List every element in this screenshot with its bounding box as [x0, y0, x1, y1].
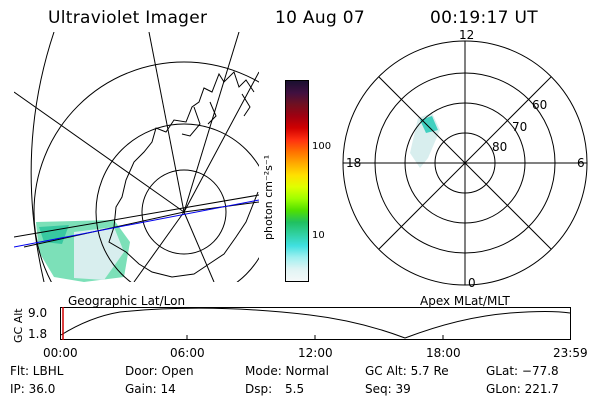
coastline [108, 71, 259, 278]
orbit-track [14, 194, 259, 238]
mode-info: Mode: Normal [245, 364, 329, 378]
mlat-label-60: 60 [532, 98, 548, 112]
colorbar [285, 80, 309, 282]
timeline-xtick-0600: 06:00 [170, 346, 205, 360]
mlat-label-70: 70 [512, 120, 528, 134]
glon-info: GLon: 221.7 [486, 382, 559, 396]
dsp-label: Dsp: [245, 382, 273, 396]
timeline-xtick-1800: 18:00 [426, 346, 461, 360]
glat-info: GLat: −77.8 [486, 364, 559, 378]
timeline-ytick-min: 1.8 [28, 327, 48, 341]
altitude-timeline [60, 307, 571, 340]
gain-info: Gain: 14 [125, 382, 176, 396]
geo-panel-label: Geographic Lat/Lon [68, 294, 186, 308]
polar-plot [342, 40, 588, 286]
svg-text:GC Alt: GC Alt [12, 308, 25, 343]
geo-lat-circle [33, 61, 259, 282]
orbit-track-blue [14, 199, 259, 248]
polar-panel-label: Apex MLat/MLT [420, 294, 510, 308]
mlt-label-12: 12 [459, 28, 475, 42]
observation-time: 00:19:17 UT [430, 8, 538, 28]
geo-lat-circle [95, 123, 259, 282]
colorbar-unit-label: photon cm⁻²s⁻¹ [262, 155, 275, 240]
instrument-title: Ultraviolet Imager [48, 8, 208, 28]
colorbar-tick-10: 10 [312, 230, 325, 241]
timeline-y-label: GC Alt [12, 308, 25, 343]
dsp-value: 5.5 [285, 382, 305, 396]
ip-info: IP: 36.0 [10, 382, 56, 396]
timeline-xtick-2359: 23:59 [553, 346, 588, 360]
seq-info: Seq: 39 [365, 382, 411, 396]
filter-info: Flt: LBHL [10, 364, 64, 378]
observation-date: 10 Aug 07 [275, 8, 365, 28]
gc-alt-info: GC Alt: 5.7 Re [365, 364, 449, 378]
colorbar-tick-100: 100 [312, 141, 332, 152]
mlt-label-0: 0 [468, 276, 476, 290]
mlat-label-80: 80 [492, 140, 508, 154]
mlt-label-6: 6 [577, 156, 585, 170]
door-info: Door: Open [125, 364, 194, 378]
timeline-xtick-0000: 00:00 [43, 346, 78, 360]
timeline-ytick-max: 9.0 [28, 306, 48, 320]
altitude-curve [60, 307, 571, 339]
geographic-map [14, 32, 259, 282]
geo-lat-circle [141, 169, 227, 255]
timeline-xtick-1200: 12:00 [298, 346, 333, 360]
svg-text:photon cm⁻²s⁻¹: photon cm⁻²s⁻¹ [262, 155, 275, 240]
mlt-label-18: 18 [346, 156, 362, 170]
